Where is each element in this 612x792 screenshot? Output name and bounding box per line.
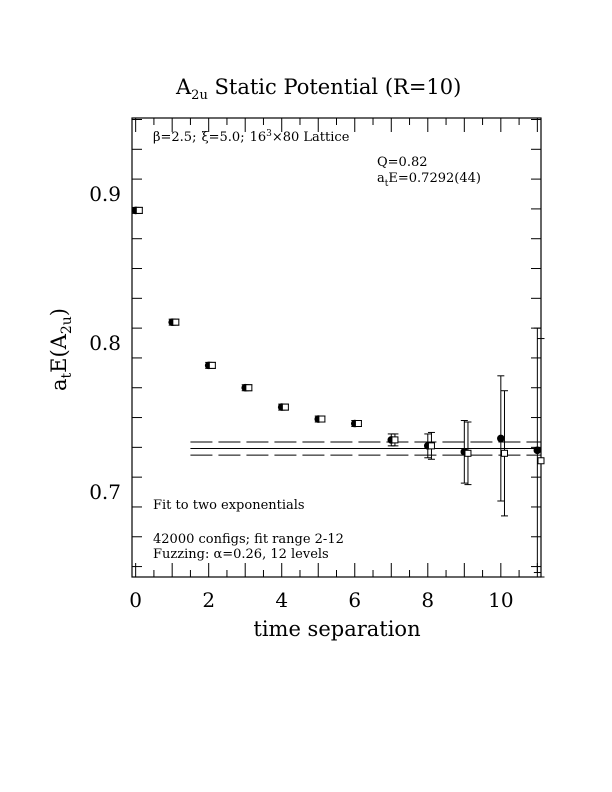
data-point-square xyxy=(208,361,216,369)
fit-band xyxy=(190,441,541,456)
y-tick-label: 0.9 xyxy=(89,182,121,206)
x-tick-labels: 0 2 4 6 8 10 xyxy=(129,588,513,612)
x-tick-label: 4 xyxy=(275,588,288,612)
data-point-square xyxy=(245,384,253,392)
fit-method-annotation: Fit to two exponentials xyxy=(153,498,305,513)
q-value-annotation: Q=0.82 xyxy=(377,155,428,170)
data-series xyxy=(131,206,545,578)
x-tick-label: 2 xyxy=(202,588,215,612)
y-tick-labels: 0.7 0.8 0.9 xyxy=(89,182,121,504)
data-point-square xyxy=(281,403,289,411)
data-point-square xyxy=(427,442,435,450)
data-point xyxy=(497,434,505,443)
data-point-square xyxy=(318,415,326,423)
data-point-square xyxy=(537,457,545,465)
x-tick-label: 10 xyxy=(488,588,513,612)
x-tick-label: 6 xyxy=(348,588,361,612)
fuzzing-annotation: Fuzzing: α=0.26, 12 levels xyxy=(153,547,329,562)
energy-annotation: atE=0.7292(44) xyxy=(377,171,481,189)
x-axis-title: time separation xyxy=(253,617,420,641)
data-point-square xyxy=(391,436,399,444)
data-point xyxy=(533,446,542,455)
lattice-annotation: β=2.5; ξ=5.0; 163×80 Lattice xyxy=(153,129,350,145)
y-axis-title: atE(A2u) xyxy=(47,308,75,391)
x-tick-label: 8 xyxy=(421,588,434,612)
configs-annotation: 42000 configs; fit range 2-12 xyxy=(153,532,344,547)
chart-title: A2u Static Potential (R=10) xyxy=(175,75,461,103)
y-tick-label: 0.8 xyxy=(89,331,121,355)
data-point-square xyxy=(500,449,508,457)
y-tick-label: 0.7 xyxy=(89,480,121,504)
x-tick-label: 0 xyxy=(129,588,142,612)
data-point-square xyxy=(354,420,362,428)
data-point-square xyxy=(172,318,180,326)
data-point-square xyxy=(135,206,143,214)
axis-ticks xyxy=(132,118,541,577)
data-point-square xyxy=(464,449,472,457)
